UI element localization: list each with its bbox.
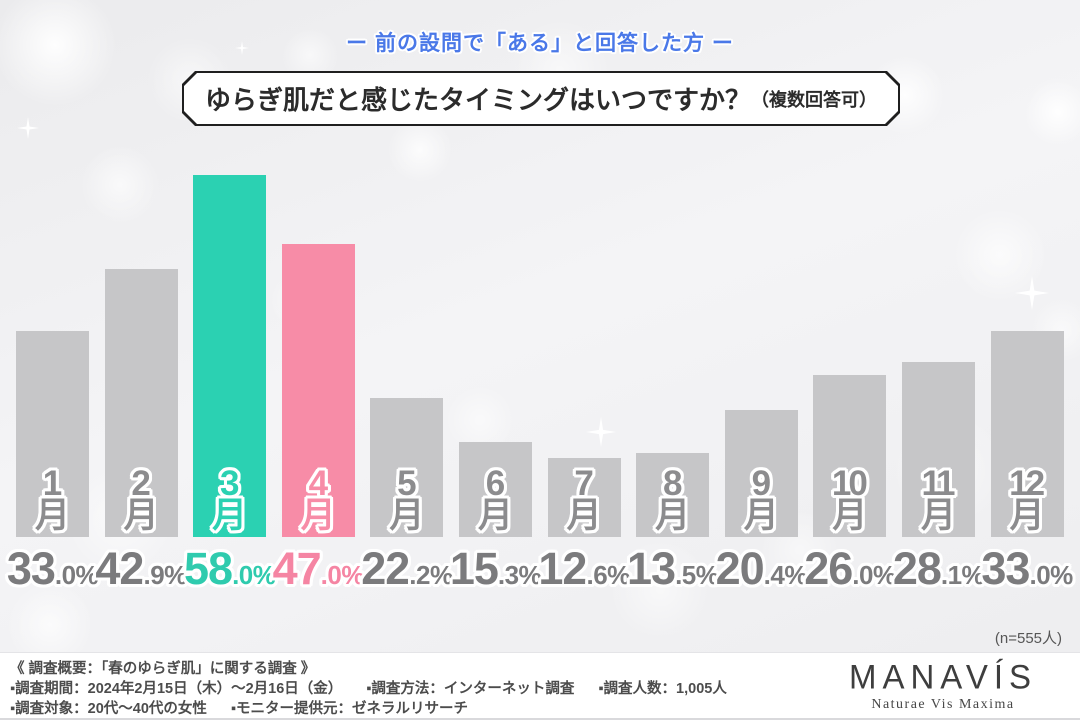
bar-month-10: 10 月 <box>813 375 887 537</box>
brand-logo-text: MANAVÍS <box>848 657 1038 696</box>
survey-period: ▪調査期間：2024年2月15日（木）〜2月16日（金） <box>10 681 343 697</box>
bar-value-month-4: 47.0% <box>272 543 365 594</box>
bar-value-month-3: 58.0% <box>184 543 276 594</box>
bar-value-month-9: 20.4% <box>715 543 808 594</box>
survey-monitor: ▪モニター提供元：ゼネラルリサーチ <box>230 701 469 717</box>
question-title-box: ゆらぎ肌だと感じたタイミングはいつですか？ （複数回答可） <box>182 71 900 126</box>
bar-value-month-6: 15.3% <box>449 543 542 594</box>
sample-size-note: (n=555人) <box>994 630 1062 647</box>
brand-tagline: Naturae Vis Maxima <box>871 697 1015 712</box>
survey-target: ▪調査対象：20代〜40代の女性 <box>10 701 207 717</box>
bar-value-month-1: 33.0% <box>6 543 99 594</box>
survey-overview-heading: 《 調査概要：「春のゆらぎ肌」に関する調査 》 <box>10 661 316 677</box>
bar-value-month-2: 42.9% <box>95 543 187 594</box>
title-box-fill <box>184 73 898 124</box>
survey-detail-row: ▪調査期間：2024年2月15日（木）〜2月16日（金） ▪調査方法：インターネ… <box>10 677 727 698</box>
bar-value-month-12: 33.0% <box>981 543 1073 594</box>
bar-label-month-11: 11 月 <box>920 463 956 535</box>
bar-month-11: 11 月 <box>902 362 975 537</box>
title-note: （複数回答可） <box>751 89 877 110</box>
bar-value-month-5: 22.2% <box>361 543 453 594</box>
page-title: ゆらぎ肌だと感じたタイミングはいつですか？ <box>204 85 751 115</box>
bar-value-month-8: 13.5% <box>627 543 719 594</box>
survey-count: ▪調査人数：1,005人 <box>598 681 727 697</box>
survey-method: ▪調査方法：インターネット調査 <box>366 681 575 697</box>
brand-logo: MANAVÍS Naturae Vis Maxima <box>828 657 1058 713</box>
bar-value-month-10: 26.0% <box>804 543 896 594</box>
bar-label-month-12: 12 月 <box>1009 463 1045 535</box>
footer: 《 調査概要：「春のゆらぎ肌」に関する調査 》 ▪調査期間：2024年2月15日… <box>0 652 1080 720</box>
bar-label-month-10: 10 月 <box>831 463 868 535</box>
bar-value-month-7: 12.6% <box>538 543 630 594</box>
subtitle: ー 前の設問で「ある」と回答した方 ー <box>346 32 734 55</box>
bar-month-12: 12 月 <box>990 331 1064 537</box>
bar-value-month-11: 28.1% <box>892 543 985 594</box>
survey-detail-row: ▪調査対象：20代〜40代の女性 ▪モニター提供元：ゼネラルリサーチ <box>10 697 468 718</box>
